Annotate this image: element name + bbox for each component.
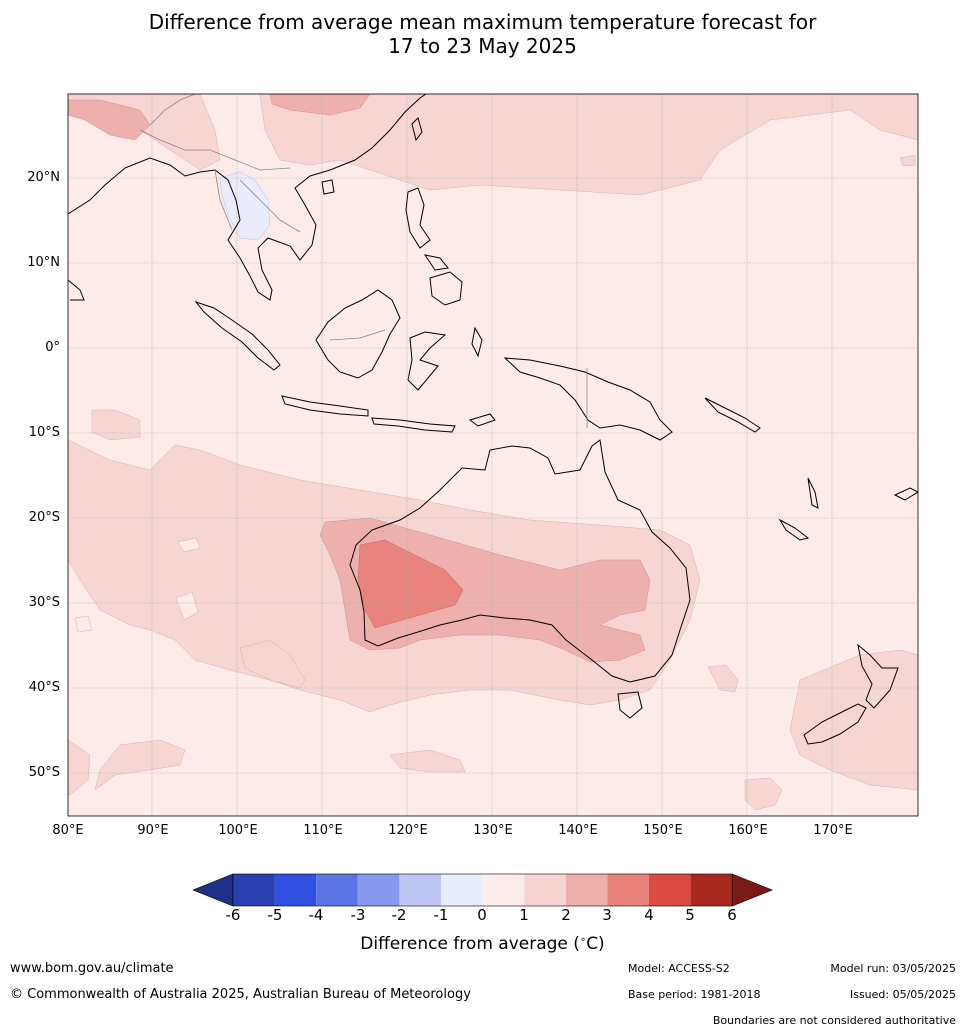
lat-label-20n: 20°N <box>27 170 60 185</box>
anomaly-0-1-pockets <box>74 537 201 633</box>
graticule <box>68 94 918 816</box>
anomaly-3-4-region <box>357 539 464 629</box>
lon-label-150e: 150°E <box>643 823 683 838</box>
lon-label-130e: 130°E <box>473 823 513 838</box>
lon-label-90e: 90°E <box>137 823 169 838</box>
colorbar-segment <box>357 874 400 906</box>
anomaly-negative-region <box>219 171 271 241</box>
coast-nz-south <box>803 703 867 745</box>
lon-label-170e: 170°E <box>813 823 853 838</box>
colorbar-tick-label: -6 <box>225 906 241 924</box>
coast-australia <box>349 439 691 683</box>
coast-java <box>281 395 369 417</box>
coast-halmahera <box>471 326 483 358</box>
disclaimer-text: Boundaries are not considered authoritat… <box>712 1014 956 1027</box>
model-run-text: Model run: 03/05/2025 <box>830 962 956 975</box>
colorbar-tick-label: 6 <box>727 906 737 924</box>
colorbar-segment <box>316 874 358 906</box>
coast-fiji <box>893 487 918 501</box>
colorbar-extension-low <box>192 873 234 907</box>
colorbar-tick-label: -5 <box>267 906 283 924</box>
colorbar-tick-label: 5 <box>685 906 695 924</box>
coast-visayas <box>423 254 449 271</box>
country-boundaries <box>139 94 588 428</box>
copyright-text: © Commonwealth of Australia 2025, Austra… <box>10 987 471 1002</box>
colorbar-segment <box>482 874 525 906</box>
colorbar-segment <box>649 874 691 906</box>
coast-tasmania <box>617 691 643 719</box>
colorbar-segment <box>607 874 649 906</box>
colorbar-tick-label: 1 <box>519 906 529 924</box>
colorbar-segment <box>399 874 441 906</box>
lon-label-160e: 160°E <box>728 823 768 838</box>
title-line-1: Difference from average mean maximum tem… <box>148 10 817 34</box>
lat-label-0: 0° <box>45 340 60 355</box>
lat-label-10n: 10°N <box>27 255 60 270</box>
colorbar-tick-label: 3 <box>602 906 612 924</box>
lon-label-140e: 140°E <box>558 823 598 838</box>
colorbar-title: Difference from average (∘C) <box>360 934 605 954</box>
base-period-text: Base period: 1981-2018 <box>628 988 761 1001</box>
lat-label-40s: 40°S <box>28 680 60 695</box>
title-line-2: 17 to 23 May 2025 <box>388 34 577 58</box>
colorbar-tick-label: 2 <box>561 906 571 924</box>
map-title: Difference from average mean maximum tem… <box>0 10 965 58</box>
lat-label-20s: 20°S <box>28 510 60 525</box>
coast-hainan <box>321 179 335 195</box>
issued-text: Issued: 05/05/2025 <box>849 988 956 1001</box>
lat-label-30s: 30°S <box>28 595 60 610</box>
model-text: Model: ACCESS-S2 <box>628 962 730 975</box>
colorbar-frame <box>232 873 733 907</box>
colorbar-segment <box>441 874 483 906</box>
map-frame <box>67 93 919 817</box>
colorbar-tick-label: 0 <box>477 906 487 924</box>
coast-luzon <box>405 187 431 249</box>
coast-lesser-sundas <box>371 417 456 433</box>
colorbar-tick-label: -4 <box>308 906 324 924</box>
coast-vanuatu <box>807 477 819 509</box>
coast-new-caledonia <box>778 518 810 541</box>
coast-new-guinea <box>503 357 673 441</box>
coastlines <box>68 94 918 745</box>
colorbar-segment <box>565 874 608 906</box>
coast-india-south <box>68 279 85 301</box>
coast-taiwan <box>411 117 423 142</box>
lon-label-100e: 100°E <box>218 823 258 838</box>
map-area <box>68 94 918 816</box>
colorbar-tick-label: -2 <box>391 906 407 924</box>
website-link[interactable]: www.bom.gov.au/climate <box>10 961 174 976</box>
lat-label-50s: 50°S <box>28 765 60 780</box>
colorbar-segment <box>233 874 275 906</box>
colorbar-segment <box>274 874 317 906</box>
coast-borneo <box>315 289 401 379</box>
lat-label-10s: 10°S <box>28 425 60 440</box>
coast-asia-mainland <box>68 94 427 301</box>
coast-sulawesi <box>407 331 447 391</box>
colorbar-title-text: Difference from average ( <box>360 934 580 954</box>
colorbar-segment <box>524 874 566 906</box>
lon-label-80e: 80°E <box>52 823 84 838</box>
coast-sumatra <box>194 300 281 371</box>
colorbar-tick-label: -3 <box>350 906 366 924</box>
colorbar <box>192 873 774 907</box>
colorbar-tick-label: 4 <box>644 906 654 924</box>
colorbar-segment <box>690 874 733 906</box>
colorbar-extension-high <box>731 873 774 907</box>
colorbar-title-unit: C) <box>586 934 605 954</box>
coast-timor <box>468 413 496 427</box>
coast-nz-north <box>857 643 899 709</box>
lon-label-120e: 120°E <box>388 823 428 838</box>
coast-mindanao <box>429 271 463 306</box>
colorbar-tick-label: -1 <box>433 906 449 924</box>
lon-label-110e: 110°E <box>303 823 343 838</box>
coast-solomon-islands <box>704 397 761 433</box>
